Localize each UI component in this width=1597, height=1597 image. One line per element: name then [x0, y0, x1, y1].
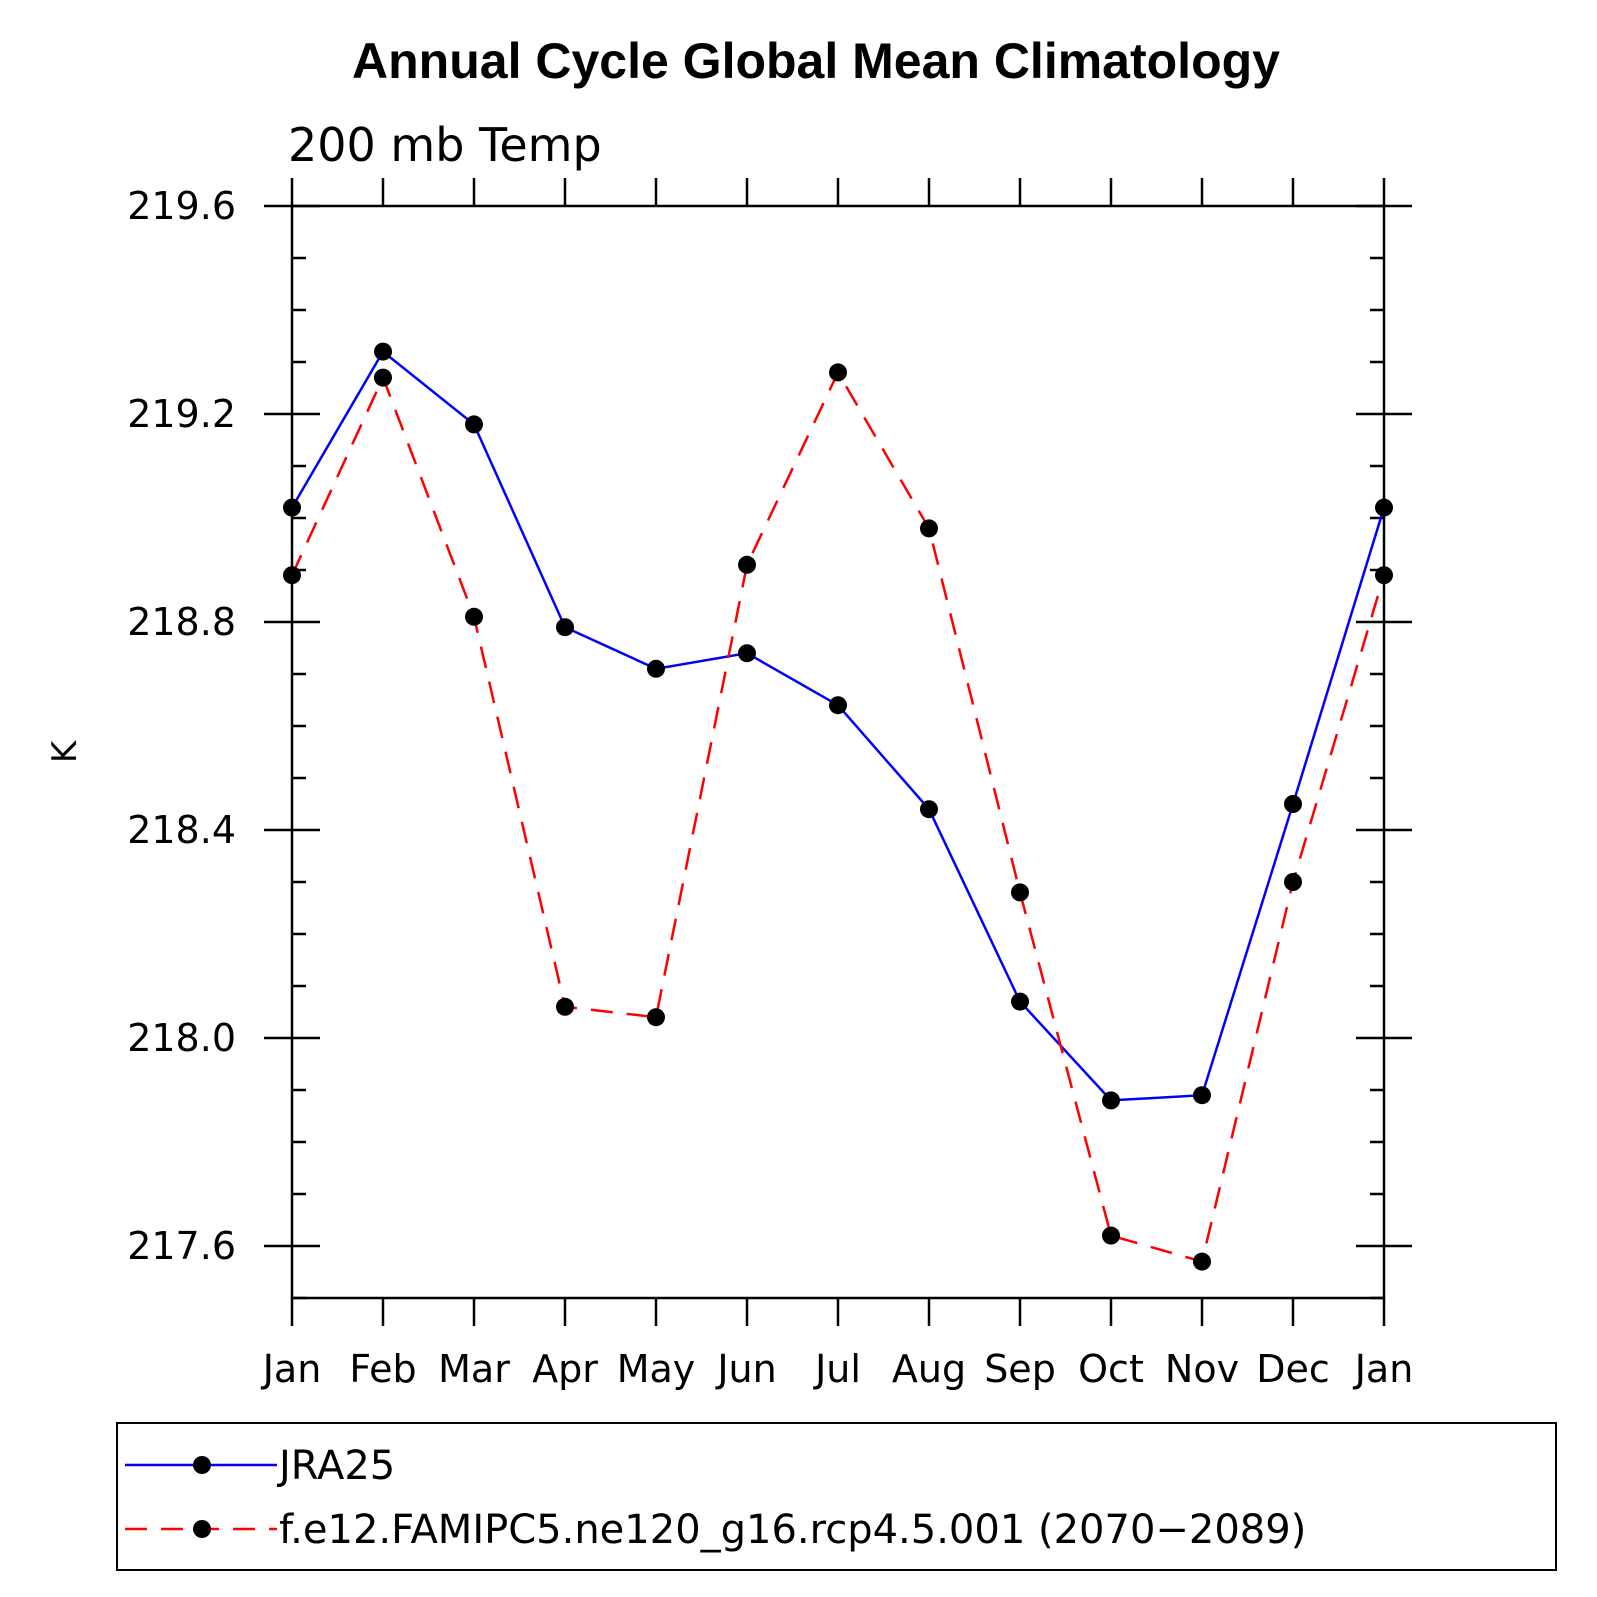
- data-point-series-2: [1375, 566, 1393, 585]
- plot-area: 217.6 218.0 218.4 218.8 219.2 219.6 Jan Feb Mar A…: [127, 178, 1413, 1391]
- x-tick-label: Jan: [1353, 1347, 1414, 1391]
- data-point-series-2: [738, 555, 756, 574]
- data-point-series-1: [1193, 1086, 1211, 1105]
- y-tick-label: 219.6: [127, 184, 236, 228]
- data-point-series-2: [647, 1008, 665, 1027]
- legend-marker-series-2: [193, 1520, 211, 1538]
- data-point-series-1: [556, 618, 574, 637]
- legend-box: [116, 1422, 1557, 1571]
- legend: JRA25 f.e12.FAMIPC5.ne120_g16.rcp4.5.001 …: [116, 1422, 1557, 1571]
- x-tick-label: Jul: [813, 1347, 861, 1391]
- data-point-series-1: [1284, 795, 1302, 813]
- x-tick-label: Sep: [984, 1347, 1056, 1391]
- data-point-series-2: [283, 566, 301, 585]
- x-tick-label: Jan: [261, 1347, 322, 1391]
- data-point-series-2: [920, 519, 938, 538]
- data-point-series-2: [374, 368, 392, 387]
- x-tick-label: Oct: [1078, 1347, 1144, 1391]
- data-point-series-2: [829, 363, 847, 382]
- series-line-2: [290, 369, 1386, 1264]
- x-tick-label: Jun: [715, 1347, 776, 1391]
- y-tick-label: 217.6: [127, 1224, 236, 1268]
- data-point-series-2: [1011, 883, 1029, 902]
- legend-label-series-2: f.e12.FAMIPC5.ne120_g16.rcp4.5.001 (2070…: [279, 1507, 1306, 1553]
- data-point-series-1: [1102, 1091, 1120, 1110]
- data-point-series-2: [465, 607, 483, 626]
- data-point-series-2: [1193, 1252, 1211, 1271]
- data-point-series-1: [465, 415, 483, 434]
- data-point-series-2: [1284, 873, 1302, 891]
- chart-title: Annual Cycle Global Mean Climatology: [352, 33, 1280, 89]
- x-tick-label: Feb: [349, 1347, 416, 1391]
- data-point-series-2: [556, 997, 574, 1016]
- x-tick-label: Mar: [438, 1347, 510, 1391]
- legend-label-series-1: JRA25: [276, 1443, 395, 1489]
- x-tick-label: Nov: [1165, 1347, 1239, 1391]
- x-tick-label: Dec: [1256, 1347, 1330, 1391]
- legend-marker-series-1: [193, 1456, 211, 1474]
- chart-subtitle: 200 mb Temp: [288, 118, 602, 172]
- data-point-series-1: [829, 696, 847, 715]
- data-point-series-1: [283, 498, 301, 517]
- x-tick-label: May: [617, 1347, 696, 1391]
- series-line-1: [290, 349, 1386, 1102]
- y-tick-label: 218.4: [127, 808, 236, 852]
- x-tick-label: Aug: [892, 1347, 966, 1391]
- y-tick-label: 219.2: [127, 392, 236, 436]
- data-point-series-1: [920, 800, 938, 819]
- data-point-series-1: [738, 644, 756, 663]
- data-point-series-1: [1375, 498, 1393, 517]
- data-point-series-2: [1102, 1226, 1120, 1245]
- x-tick-label: Apr: [532, 1347, 598, 1391]
- data-point-series-1: [374, 342, 392, 361]
- data-point-series-1: [1011, 992, 1029, 1011]
- y-axis-label: K: [45, 739, 85, 763]
- y-tick-label: 218.8: [127, 600, 236, 644]
- data-point-series-1: [647, 659, 665, 678]
- y-tick-label: 218.0: [127, 1016, 236, 1060]
